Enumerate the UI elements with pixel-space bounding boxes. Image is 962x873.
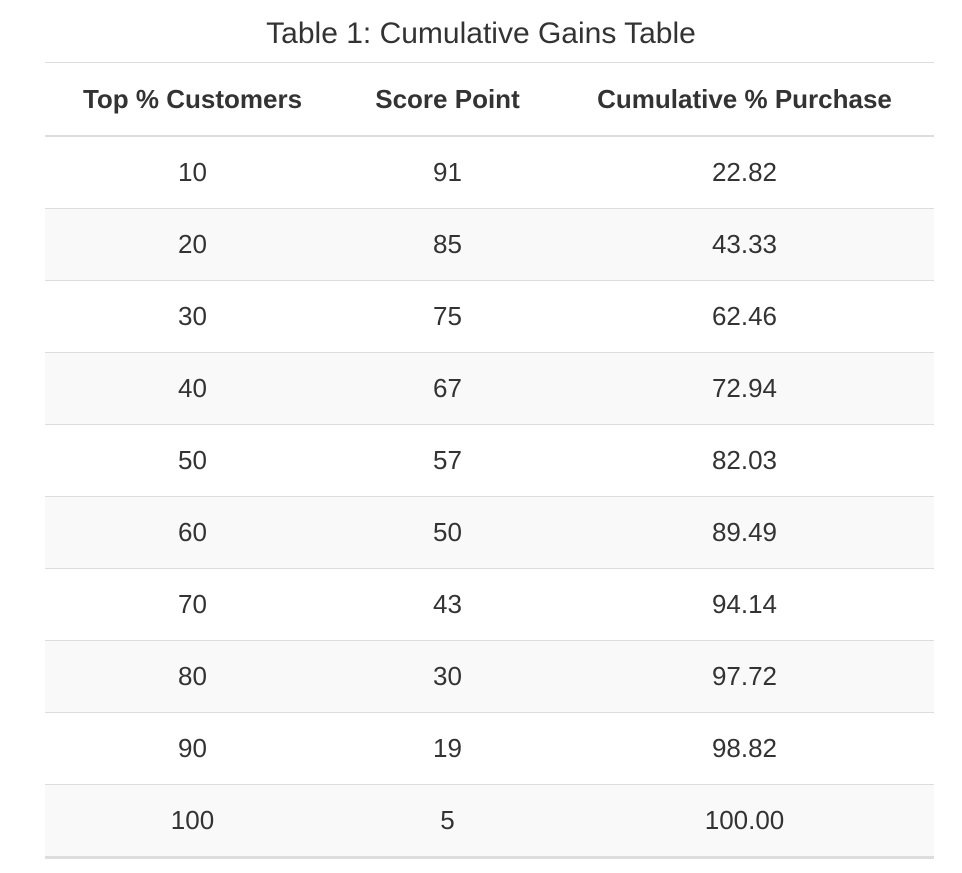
table-row: 20 85 43.33 [45, 208, 934, 281]
table-row: 100 5 100.00 [45, 784, 934, 858]
cell-top-percent-customers: 70 [45, 568, 340, 641]
cell-cumulative-percent-purchase: 62.46 [555, 280, 934, 353]
cumulative-gains-table: Top % Customers Score Point Cumulative %… [45, 62, 934, 859]
cell-cumulative-percent-purchase: 97.72 [555, 640, 934, 713]
column-header-cumulative-percent-purchase: Cumulative % Purchase [555, 62, 934, 137]
cell-score-point: 50 [340, 496, 555, 569]
cell-top-percent-customers: 20 [45, 208, 340, 281]
table-row: 80 30 97.72 [45, 640, 934, 713]
cell-score-point: 91 [340, 135, 555, 209]
cell-score-point: 19 [340, 712, 555, 785]
cell-score-point: 30 [340, 640, 555, 713]
table-header-row: Top % Customers Score Point Cumulative %… [45, 62, 934, 137]
table-row: 30 75 62.46 [45, 280, 934, 353]
cell-cumulative-percent-purchase: 98.82 [555, 712, 934, 785]
cell-top-percent-customers: 50 [45, 424, 340, 497]
cell-cumulative-percent-purchase: 72.94 [555, 352, 934, 425]
table-caption: Table 1: Cumulative Gains Table [266, 17, 696, 50]
column-header-score-point: Score Point [340, 62, 555, 137]
table-row: 60 50 89.49 [45, 496, 934, 569]
cell-cumulative-percent-purchase: 89.49 [555, 496, 934, 569]
cell-score-point: 85 [340, 208, 555, 281]
cell-cumulative-percent-purchase: 82.03 [555, 424, 934, 497]
column-header-top-percent-customers: Top % Customers [45, 62, 340, 137]
table-row: 40 67 72.94 [45, 352, 934, 425]
cell-score-point: 5 [340, 784, 555, 858]
cell-top-percent-customers: 80 [45, 640, 340, 713]
cell-score-point: 57 [340, 424, 555, 497]
table-body: 10 91 22.82 20 85 43.33 30 75 62.46 40 67 72.94 50 57… [45, 135, 934, 858]
cell-top-percent-customers: 100 [45, 784, 340, 858]
cell-cumulative-percent-purchase: 94.14 [555, 568, 934, 641]
table-row: 10 91 22.82 [45, 135, 934, 209]
table-row: 50 57 82.03 [45, 424, 934, 497]
cell-cumulative-percent-purchase: 43.33 [555, 208, 934, 281]
cell-cumulative-percent-purchase: 100.00 [555, 784, 934, 858]
cell-top-percent-customers: 30 [45, 280, 340, 353]
cell-score-point: 67 [340, 352, 555, 425]
cell-score-point: 43 [340, 568, 555, 641]
cell-top-percent-customers: 60 [45, 496, 340, 569]
cell-cumulative-percent-purchase: 22.82 [555, 135, 934, 209]
cell-top-percent-customers: 10 [45, 135, 340, 209]
table-row: 70 43 94.14 [45, 568, 934, 641]
cell-score-point: 75 [340, 280, 555, 353]
cell-top-percent-customers: 40 [45, 352, 340, 425]
cell-top-percent-customers: 90 [45, 712, 340, 785]
table-row: 90 19 98.82 [45, 712, 934, 785]
